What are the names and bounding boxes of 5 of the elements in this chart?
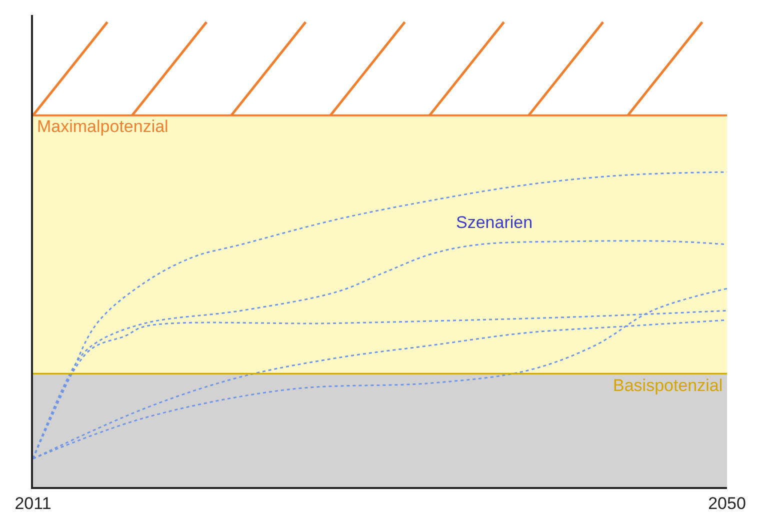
x-tick-label: 2011	[14, 494, 52, 514]
x-tick-label: 2050	[708, 494, 746, 514]
ref-line-label: Maximalpotenzial	[37, 117, 168, 136]
annotation: Szenarien	[456, 213, 533, 232]
ref-line-label: Basispotenzial	[613, 376, 723, 395]
